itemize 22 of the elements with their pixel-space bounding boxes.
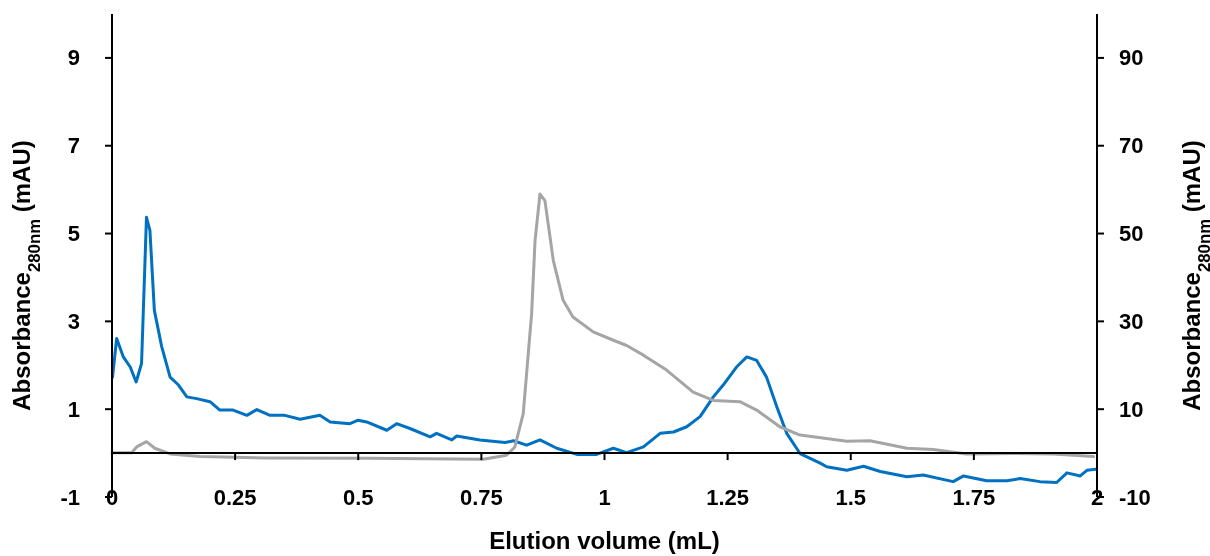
x-tick-label: 1	[598, 484, 611, 510]
y-tick-label: 9	[67, 45, 80, 71]
y2-tick-label: -10	[1119, 484, 1151, 510]
x-axis-title: Elution volume (mL)	[489, 526, 720, 554]
y-tick-label: 5	[67, 221, 80, 247]
y-tick-label: 1	[67, 396, 80, 422]
y2-tick-label: 10	[1119, 396, 1144, 422]
y-tick-label: 7	[67, 133, 80, 159]
y2-tick-label: 30	[1119, 308, 1144, 334]
y2-tick-label: 70	[1119, 133, 1144, 159]
x-tick-label: 0.75	[459, 484, 503, 510]
y2-tick-label: 50	[1119, 221, 1144, 247]
y-tick-label: 3	[67, 308, 80, 334]
line-series	[110, 192, 1096, 461]
x-tick-label: 1.75	[952, 484, 996, 510]
line-series	[110, 215, 1098, 485]
y-tick-label: -1	[60, 484, 80, 510]
y2-tick-label: 90	[1119, 45, 1144, 71]
x-tick-label: 0.5	[342, 484, 374, 510]
x-tick-label: 1.25	[706, 484, 750, 510]
x-tick-label: 1.5	[835, 484, 867, 510]
x-tick-label: 0.25	[213, 484, 257, 510]
